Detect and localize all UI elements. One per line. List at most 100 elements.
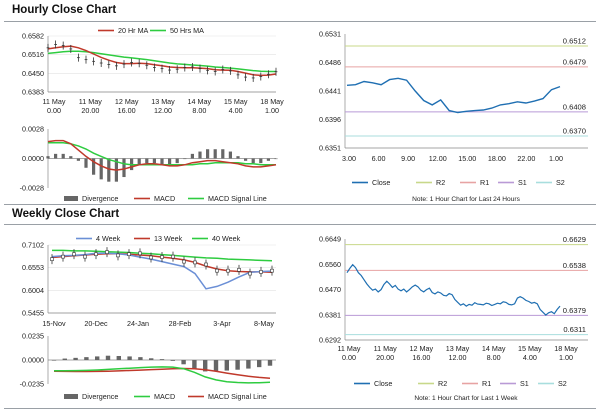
hourly-close-note: Note: 1 Hour Chart for Last 24 Hours xyxy=(412,196,520,203)
hourly-section-title: Hourly Close Chart xyxy=(12,4,117,16)
hourly-close-x-tick: 1.00 xyxy=(549,154,563,163)
hourly-legend-50hr-label: 50 Hrs MA xyxy=(170,26,204,35)
weekly-close-line xyxy=(346,263,561,316)
weekly-pivot-s2-label: 0.6311 xyxy=(563,325,586,334)
weekly-ohlc-box xyxy=(149,255,153,260)
hourly-legend-divergence-swatch xyxy=(64,196,78,201)
weekly-ohlc-box xyxy=(182,259,186,264)
hourly-macd-y-tick: -0.0028 xyxy=(20,184,44,193)
weekly-macd-y-tick: -0.0235 xyxy=(20,380,44,389)
weekly-close-x-tick: 14 May xyxy=(482,344,506,353)
hourly-ma-x-tick: 18 May xyxy=(260,97,284,106)
hourly-close-legend-s2-label: S2 xyxy=(556,178,565,187)
weekly-ohlc-box xyxy=(94,252,98,256)
weekly-divergence-bar xyxy=(84,357,89,360)
hourly-ma-y-tick: 0.6582 xyxy=(22,32,44,41)
hourly-close-legend-close-label: Close xyxy=(372,178,390,187)
hourly-ma-x-tick: 16.00 xyxy=(118,106,136,115)
hourly-divergence-bar xyxy=(266,158,270,161)
weekly-close-x-tick: 20.00 xyxy=(376,353,394,362)
weekly-legend-13week-label: 13 Week xyxy=(154,234,183,243)
hourly-close-x-tick: 3.00 xyxy=(342,154,356,163)
hourly-divergence-bar xyxy=(152,158,156,164)
weekly-close-legend-r1-label: R1 xyxy=(482,379,491,388)
weekly-close-x-tick: 16.00 xyxy=(412,353,430,362)
weekly-close-x-tick: 8.00 xyxy=(487,353,501,362)
weekly-divergence-bar xyxy=(224,360,229,371)
weekly-close-legend-s1-label: S1 xyxy=(520,379,529,388)
weekly-divergence-bar xyxy=(149,358,154,360)
weekly-macd-signal-line xyxy=(53,367,271,379)
weekly-close-x-tick: 11 May xyxy=(374,344,397,353)
weekly-ma-y-tick: 0.5455 xyxy=(22,309,44,318)
weekly-legend-divergence-swatch xyxy=(64,394,78,399)
hourly-divergence-bar xyxy=(122,158,126,178)
weekly-ohlc-box xyxy=(72,252,76,256)
hourly-close-x-tick: 6.00 xyxy=(372,154,386,163)
weekly-ma-x-tick: 28-Feb xyxy=(169,319,192,328)
weekly-divergence-bar xyxy=(267,360,273,366)
hourly-ma-x-tick: 0.00 xyxy=(47,106,61,115)
hourly-ma-y-tick: 0.6383 xyxy=(22,88,44,97)
hourly-divergence-bar xyxy=(61,153,65,159)
hourly-pivot-r1-label: 0.6479 xyxy=(563,57,586,66)
weekly-divergence-bar xyxy=(159,359,165,360)
weekly-divergence-bar xyxy=(203,360,208,372)
weekly-section-title: Weekly Close Chart xyxy=(12,208,120,220)
weekly-ohlc-box xyxy=(61,254,65,259)
weekly-divergence-bar xyxy=(192,360,197,369)
hourly-divergence-bar xyxy=(145,158,149,164)
hourly-divergence-bar xyxy=(244,158,248,161)
hourly-ma-x-tick: 15 May xyxy=(224,97,248,106)
weekly-ma-y-tick: 0.6553 xyxy=(22,263,44,272)
hourly-divergence-bar xyxy=(183,158,187,160)
weekly-divergence-bar xyxy=(246,360,251,369)
hourly-title-rule xyxy=(4,21,596,22)
hourly-ma-x-tick: 20.00 xyxy=(81,106,99,115)
weekly-macd-y-tick: 0.0235 xyxy=(22,332,44,341)
hourly-ma-x-tick: 12 May xyxy=(115,97,139,106)
weekly-legend-divergence-label: Divergence xyxy=(82,392,118,401)
hourly-divergence-bar xyxy=(84,158,88,168)
weekly-ohlc-box xyxy=(215,268,219,273)
hourly-divergence-bar xyxy=(99,158,103,180)
hourly-close-y-tick: 0.6351 xyxy=(319,144,341,153)
hourly-legend-signal-label: MACD Signal Line xyxy=(208,194,267,203)
weekly-close-y-tick: 0.6470 xyxy=(319,285,341,294)
hourly-divergence-bar xyxy=(213,149,217,159)
hourly-divergence-bar xyxy=(160,158,164,166)
weekly-legend-4week-label: 4 Week xyxy=(96,234,121,243)
weekly-close-y-tick: 0.6560 xyxy=(319,260,341,269)
weekly-close-x-tick: 4.00 xyxy=(523,353,537,362)
hourly-close-x-tick: 9.00 xyxy=(401,154,415,163)
weekly-ma-x-tick: 15-Nov xyxy=(42,319,66,328)
section-divider-rule xyxy=(4,204,596,205)
weekly-divergence-bar xyxy=(62,358,67,360)
weekly-divergence-bar xyxy=(257,360,262,368)
weekly-close-x-tick: 0.00 xyxy=(342,353,356,362)
weekly-pivot-r1-label: 0.6538 xyxy=(563,261,586,270)
weekly-ohlc-box xyxy=(270,268,274,273)
weekly-close-x-tick: 12 May xyxy=(410,344,434,353)
hourly-ma-y-tick: 0.6516 xyxy=(22,50,44,59)
weekly-ohlc-box xyxy=(83,254,87,259)
hourly-divergence-bar xyxy=(69,156,73,159)
weekly-close-y-tick: 0.6649 xyxy=(319,235,341,244)
weekly-divergence-bar xyxy=(51,360,57,361)
weekly-divergence-bar xyxy=(127,356,132,360)
weekly-close-note: Note: 1 Hour Chart for Last 1 Week xyxy=(414,395,518,402)
hourly-ma-x-tick: 11 May xyxy=(42,97,65,106)
hourly-legend-20hr-label: 20 Hr MA xyxy=(118,26,149,35)
hourly-macd-y-tick: 0.0028 xyxy=(22,125,44,134)
hourly-divergence-bar xyxy=(251,158,255,164)
weekly-macd-y-tick: 0.0000 xyxy=(22,356,44,365)
hourly-macd-y-tick: 0.0000 xyxy=(22,154,44,163)
hourly-50hr-ma-line xyxy=(47,50,276,73)
weekly-pivot-r2-label: 0.6629 xyxy=(563,235,586,244)
hourly-divergence-bar xyxy=(54,153,58,159)
weekly-ohlc-box xyxy=(171,254,175,259)
weekly-ohlc-box xyxy=(237,268,241,272)
hourly-divergence-bar xyxy=(198,151,202,159)
hourly-close-y-tick: 0.6441 xyxy=(319,87,341,96)
hourly-close-x-tick: 18.00 xyxy=(488,154,506,163)
